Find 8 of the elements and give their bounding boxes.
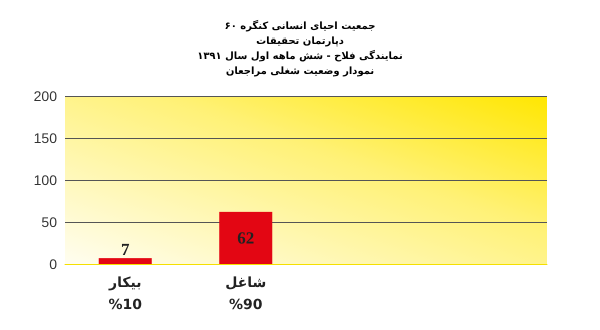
- data-label: 62: [237, 228, 254, 248]
- y-tick-label: 50: [41, 214, 58, 230]
- data-label: 7: [121, 240, 130, 260]
- y-tick-label: 200: [34, 88, 58, 104]
- y-tick-label: 150: [34, 130, 58, 146]
- y-tick-label: 100: [34, 172, 58, 188]
- y-tick-label: 0: [49, 256, 58, 272]
- chart-title: جمعیت احیای انسانی کنگره ۶۰ دپارتمان تحقیقات نمایندگی فلاح - شش ماهه اول سال ۱۳۹۱ نمودار وضعیت شغلی مراجعان: [197, 19, 403, 77]
